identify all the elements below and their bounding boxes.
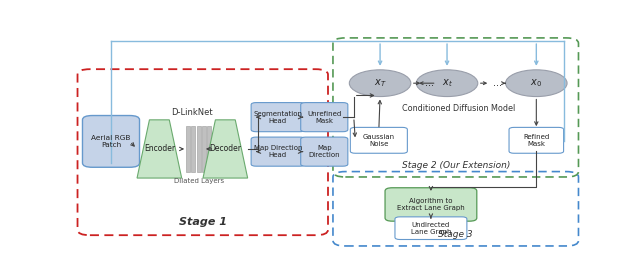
Text: Gaussian
Noise: Gaussian Noise	[363, 134, 395, 147]
Text: D-LinkNet: D-LinkNet	[172, 108, 213, 117]
FancyBboxPatch shape	[301, 102, 348, 132]
Text: Decoder: Decoder	[209, 144, 241, 153]
Circle shape	[349, 70, 411, 97]
Text: $x_0$: $x_0$	[531, 77, 542, 89]
Polygon shape	[137, 120, 182, 178]
FancyBboxPatch shape	[395, 217, 467, 239]
Text: ...: ...	[425, 78, 434, 88]
FancyBboxPatch shape	[251, 137, 305, 166]
Circle shape	[416, 70, 478, 97]
Bar	[191, 126, 195, 172]
Text: $x_T$: $x_T$	[374, 77, 387, 89]
Circle shape	[506, 70, 567, 97]
Text: $x_t$: $x_t$	[442, 77, 452, 89]
Text: Unrefined
Mask: Unrefined Mask	[307, 111, 341, 124]
FancyBboxPatch shape	[83, 116, 140, 167]
Bar	[207, 126, 211, 172]
Text: Map Direction
Head: Map Direction Head	[253, 145, 302, 158]
Text: Conditioned Diffusion Model: Conditioned Diffusion Model	[401, 104, 515, 113]
Text: Map
Direction: Map Direction	[308, 145, 340, 158]
Text: Stage 3: Stage 3	[438, 230, 473, 239]
FancyBboxPatch shape	[251, 102, 305, 132]
Bar	[186, 126, 189, 172]
Text: Refined
Mask: Refined Mask	[523, 134, 550, 147]
Text: ...: ...	[493, 78, 502, 88]
Text: Encoder: Encoder	[144, 144, 175, 153]
Text: Algorithm to
Extract Lane Graph: Algorithm to Extract Lane Graph	[397, 198, 465, 211]
Bar	[202, 126, 206, 172]
Text: Aerial RGB
Patch: Aerial RGB Patch	[92, 135, 131, 148]
FancyBboxPatch shape	[509, 127, 564, 153]
Bar	[196, 126, 200, 172]
Text: Segmentation
Head: Segmentation Head	[253, 111, 303, 124]
Text: Stage 2 (Our Extension): Stage 2 (Our Extension)	[401, 161, 510, 170]
FancyBboxPatch shape	[385, 188, 477, 221]
Text: Undirected
Lane Graph: Undirected Lane Graph	[411, 222, 451, 235]
FancyBboxPatch shape	[350, 127, 408, 153]
Text: Stage 1: Stage 1	[179, 217, 227, 227]
FancyBboxPatch shape	[301, 137, 348, 166]
Polygon shape	[203, 120, 248, 178]
Text: Dilated Layers: Dilated Layers	[174, 178, 225, 184]
